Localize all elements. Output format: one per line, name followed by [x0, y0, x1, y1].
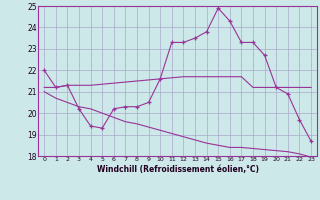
X-axis label: Windchill (Refroidissement éolien,°C): Windchill (Refroidissement éolien,°C)	[97, 165, 259, 174]
